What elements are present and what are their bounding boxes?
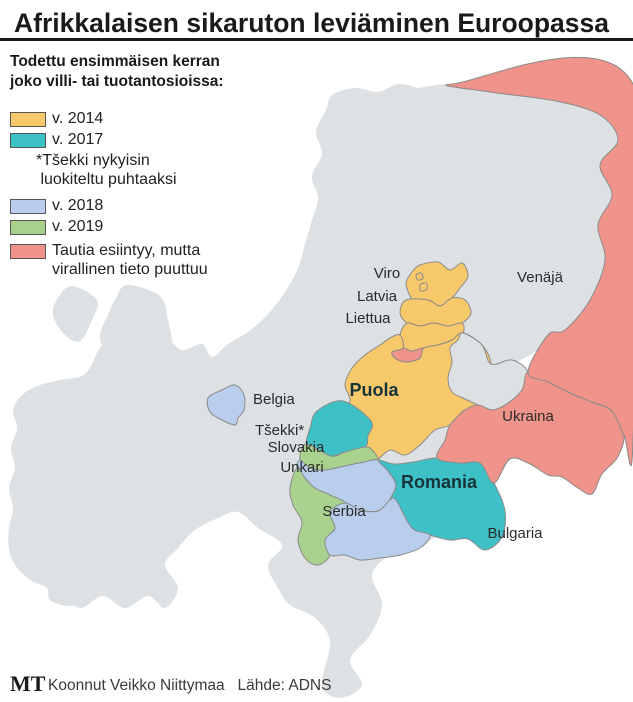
svg-text:Serbia: Serbia <box>322 503 366 520</box>
svg-text:Venäjä: Venäjä <box>517 269 564 286</box>
svg-text:Puola: Puola <box>349 380 399 400</box>
svg-text:Unkari: Unkari <box>280 459 323 476</box>
svg-text:Latvia: Latvia <box>357 288 398 305</box>
svg-text:Tšekki*: Tšekki* <box>255 422 304 439</box>
svg-text:Romania: Romania <box>401 472 478 492</box>
svg-text:Viro: Viro <box>374 265 400 282</box>
svg-text:Slovakia: Slovakia <box>268 439 325 456</box>
svg-text:Ukraina: Ukraina <box>502 408 554 425</box>
svg-text:Liettua: Liettua <box>345 310 391 327</box>
svg-text:Bulgaria: Bulgaria <box>487 525 543 542</box>
svg-text:Belgia: Belgia <box>253 391 295 408</box>
